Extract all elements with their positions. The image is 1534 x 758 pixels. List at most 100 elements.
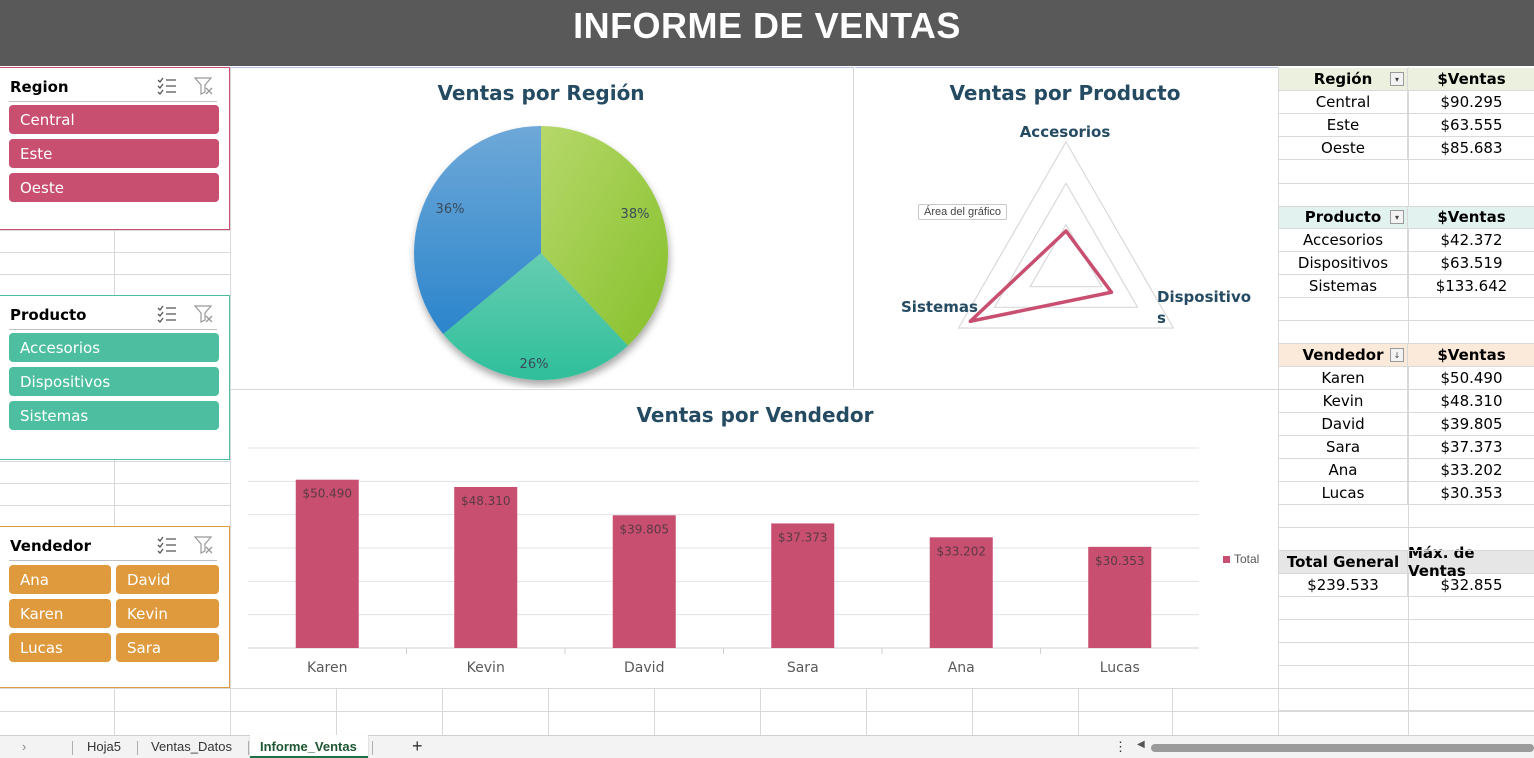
multi-select-icon[interactable]: [156, 76, 178, 96]
report-title: INFORME DE VENTAS: [573, 5, 961, 46]
bar-karen[interactable]: [295, 479, 359, 648]
max-ventas-header[interactable]: Máx. de Ventas: [1408, 544, 1534, 580]
producto-table-cell[interactable]: Dispositivos: [1279, 252, 1408, 275]
vendedor-table-cell[interactable]: David: [1279, 413, 1408, 436]
slicer-item-este[interactable]: Este: [9, 139, 219, 168]
slicer-item-central[interactable]: Central: [9, 105, 219, 134]
vendedor-table-value[interactable]: $37.373: [1408, 436, 1534, 459]
grid-line: [0, 688, 230, 689]
grid-line: [866, 688, 867, 735]
vendedor-table-cell[interactable]: Kevin: [1279, 390, 1408, 413]
producto-table-cell[interactable]: Accesorios: [1279, 229, 1408, 252]
region-table-value[interactable]: $85.683: [1408, 137, 1534, 160]
producto-table-header-label[interactable]: Producto: [1279, 206, 1408, 229]
grid-line: [1279, 320, 1534, 321]
grid-line: [1279, 550, 1534, 551]
add-sheet-button[interactable]: +: [412, 736, 423, 756]
producto-chart-panel[interactable]: Ventas por Producto Accesorios Dispositi…: [855, 67, 1278, 388]
radar-grid-ring: [957, 140, 1175, 329]
vendedor-table-value[interactable]: $39.805: [1408, 413, 1534, 436]
clear-filter-icon[interactable]: [193, 535, 215, 555]
vendedor-table-cell[interactable]: Karen: [1279, 367, 1408, 390]
pie-slice-38[interactable]: [541, 126, 668, 346]
region-table-header-label[interactable]: Región: [1279, 68, 1408, 91]
slicer-item-kevin[interactable]: Kevin: [116, 599, 219, 628]
grid-line: [1278, 67, 1279, 735]
filter-dropdown-icon[interactable]: ▾: [1390, 72, 1404, 86]
report-header: INFORME DE VENTAS: [0, 0, 1534, 66]
region-table-cell[interactable]: Central: [1279, 91, 1408, 114]
grid-line: [1279, 206, 1534, 207]
vendedor-table-cell[interactable]: Lucas: [1279, 482, 1408, 505]
region-table-value[interactable]: $90.295: [1408, 91, 1534, 114]
bar-category-label: Karen: [307, 660, 347, 676]
grid-line: [0, 274, 230, 275]
bar-ana[interactable]: [929, 537, 993, 648]
bar-david[interactable]: [612, 515, 676, 648]
slicer-item-accesorios[interactable]: Accesorios: [9, 333, 219, 362]
producto-table-cell[interactable]: Sistemas: [1279, 275, 1408, 298]
vendedor-table-value[interactable]: $30.353: [1408, 482, 1534, 505]
grid-line: [1172, 688, 1173, 735]
region-pie-chart: 38% 26% 36%: [414, 126, 668, 380]
filter-dropdown-icon[interactable]: ▾: [1390, 210, 1404, 224]
producto-table-value[interactable]: $42.372: [1408, 229, 1534, 252]
multi-select-icon[interactable]: [156, 304, 178, 324]
bar-lucas[interactable]: [1088, 546, 1152, 648]
radar-grid-ring: [993, 182, 1139, 308]
region-chart-panel[interactable]: Ventas por Región 38% 26% 36%: [231, 67, 854, 388]
total-general-header[interactable]: Total General: [1279, 551, 1408, 574]
vendedor-bar-chart: $50.490 $48.310 $39.805 $37.373 $33.202 $30.3…: [248, 447, 1199, 676]
vendedor-chart-panel[interactable]: Ventas por Vendedor $50.490 $48.310 $39.80…: [231, 389, 1278, 688]
sheet-tab-informe-ventas-active[interactable]: Informe_Ventas: [250, 735, 368, 758]
grid-line: [442, 688, 443, 735]
slicer-item-david[interactable]: David: [116, 565, 219, 594]
horizontal-scrollbar[interactable]: [1151, 744, 1534, 752]
producto-table-header-value[interactable]: $Ventas: [1408, 206, 1534, 229]
vendedor-table-cell[interactable]: Ana: [1279, 459, 1408, 482]
region-table-cell[interactable]: Este: [1279, 114, 1408, 137]
slicer-item-dispositivos[interactable]: Dispositivos: [9, 367, 219, 396]
producto-table-value[interactable]: $133.642: [1408, 275, 1534, 298]
vendedor-table-value[interactable]: $50.490: [1408, 367, 1534, 390]
bar-kevin[interactable]: [454, 486, 518, 648]
slicer-item-karen[interactable]: Karen: [9, 599, 111, 628]
grid-line: [230, 688, 1278, 689]
vendedor-table-header-value[interactable]: $Ventas: [1408, 344, 1534, 367]
region-table-cell[interactable]: Oeste: [1279, 137, 1408, 160]
slicer-item-sistemas[interactable]: Sistemas: [9, 401, 219, 430]
clear-filter-icon[interactable]: [193, 304, 215, 324]
slicer-item-oeste[interactable]: Oeste: [9, 173, 219, 202]
filter-dropdown-icon[interactable]: ↓: [1390, 348, 1404, 362]
grid-line: [760, 688, 761, 735]
producto-table-value[interactable]: $63.519: [1408, 252, 1534, 275]
pie-slice-36[interactable]: [414, 126, 541, 334]
slicer-item-lucas[interactable]: Lucas: [9, 633, 111, 662]
grid-line: [1408, 67, 1409, 735]
slicer-item-ana[interactable]: Ana: [9, 565, 111, 594]
radar-series-line[interactable]: [968, 229, 1114, 323]
multi-select-icon[interactable]: [156, 535, 178, 555]
slicer-item-sara[interactable]: Sara: [116, 633, 219, 662]
vendedor-table-value[interactable]: $48.310: [1408, 390, 1534, 413]
region-table-header-value[interactable]: $Ventas: [1408, 68, 1534, 91]
region-slicer: Region Central Este Oeste: [0, 67, 230, 230]
bar-category-label: Sara: [787, 660, 819, 676]
scroll-tabs-left-icon[interactable]: ›: [22, 739, 27, 754]
pie-data-label: 36%: [436, 202, 465, 217]
sheet-tab-hoja5[interactable]: Hoja5: [87, 739, 121, 754]
vendedor-table-header-label[interactable]: Vendedor: [1279, 344, 1408, 367]
total-general-value[interactable]: $239.533: [1279, 574, 1408, 597]
scroll-left-icon[interactable]: ◀: [1137, 739, 1145, 750]
pie-slice-26[interactable]: [443, 253, 628, 380]
clear-filter-icon[interactable]: [193, 76, 215, 96]
vendedor-table-value[interactable]: $33.202: [1408, 459, 1534, 482]
vendedor-table-cell[interactable]: Sara: [1279, 436, 1408, 459]
radar-label-accesorios: Accesorios: [1019, 123, 1111, 141]
grid-line: [114, 230, 115, 296]
sheet-tab-ventas-datos[interactable]: Ventas_Datos: [151, 739, 232, 754]
region-table-value[interactable]: $63.555: [1408, 114, 1534, 137]
more-options-icon[interactable]: ⋮: [1114, 739, 1127, 754]
bar-sara[interactable]: [771, 523, 835, 648]
max-ventas-value[interactable]: $32.855: [1408, 574, 1534, 597]
